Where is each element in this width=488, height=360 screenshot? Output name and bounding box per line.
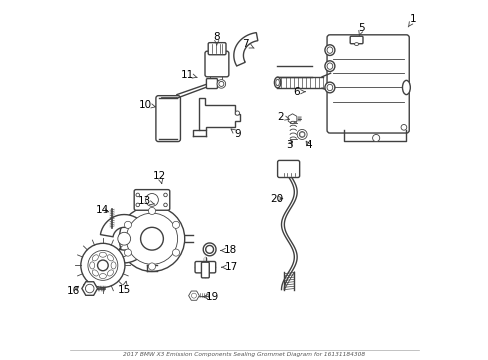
Circle shape	[136, 193, 139, 197]
Text: 19: 19	[203, 292, 219, 302]
Text: 2017 BMW X3 Emission Components Sealing Grommet Diagram for 16131184308: 2017 BMW X3 Emission Components Sealing …	[123, 352, 365, 357]
Ellipse shape	[324, 61, 334, 72]
Ellipse shape	[354, 42, 358, 45]
Ellipse shape	[326, 47, 332, 53]
Text: 11: 11	[181, 70, 197, 80]
FancyBboxPatch shape	[195, 261, 215, 273]
Text: 10: 10	[139, 100, 155, 109]
Circle shape	[124, 249, 131, 256]
Circle shape	[148, 263, 155, 270]
Ellipse shape	[99, 252, 106, 257]
Circle shape	[163, 193, 167, 197]
Circle shape	[124, 221, 131, 228]
Circle shape	[141, 227, 163, 250]
Ellipse shape	[107, 270, 113, 276]
Circle shape	[172, 249, 179, 256]
Ellipse shape	[111, 262, 116, 269]
Text: 3: 3	[286, 140, 292, 150]
Text: 13: 13	[138, 196, 154, 206]
Ellipse shape	[99, 274, 106, 279]
Text: 9: 9	[230, 129, 241, 139]
FancyBboxPatch shape	[204, 51, 228, 77]
Circle shape	[126, 213, 177, 264]
Circle shape	[235, 111, 239, 115]
Text: 7: 7	[242, 39, 254, 49]
Circle shape	[148, 207, 155, 215]
Circle shape	[85, 284, 94, 293]
Text: 4: 4	[305, 140, 311, 150]
Circle shape	[119, 206, 184, 271]
Text: 14: 14	[96, 205, 109, 215]
Ellipse shape	[275, 79, 279, 86]
Circle shape	[81, 243, 125, 288]
Ellipse shape	[89, 262, 95, 269]
FancyBboxPatch shape	[326, 35, 408, 133]
Ellipse shape	[92, 255, 98, 261]
FancyBboxPatch shape	[156, 96, 180, 141]
Polygon shape	[233, 33, 257, 66]
Ellipse shape	[402, 80, 409, 95]
Circle shape	[372, 134, 379, 141]
Text: 17: 17	[221, 262, 237, 272]
Polygon shape	[199, 98, 240, 130]
FancyBboxPatch shape	[206, 78, 217, 89]
Circle shape	[136, 203, 139, 207]
Circle shape	[145, 194, 158, 206]
Text: 8: 8	[213, 32, 220, 45]
Text: 1: 1	[407, 14, 416, 27]
FancyBboxPatch shape	[134, 190, 169, 210]
Ellipse shape	[107, 255, 113, 261]
Text: 2: 2	[276, 112, 289, 122]
FancyBboxPatch shape	[208, 42, 225, 55]
Ellipse shape	[326, 84, 332, 91]
Circle shape	[400, 125, 406, 130]
Circle shape	[172, 221, 179, 228]
Text: 5: 5	[358, 23, 365, 36]
Circle shape	[97, 260, 108, 271]
FancyBboxPatch shape	[349, 36, 362, 44]
Circle shape	[118, 232, 130, 245]
Ellipse shape	[324, 82, 334, 93]
Text: 18: 18	[220, 246, 236, 256]
Text: 12: 12	[153, 171, 166, 184]
Circle shape	[163, 203, 167, 207]
Text: 20: 20	[270, 194, 283, 203]
Circle shape	[88, 251, 118, 280]
Polygon shape	[100, 215, 148, 263]
Text: 6: 6	[292, 87, 305, 97]
Text: 15: 15	[117, 281, 131, 294]
Ellipse shape	[92, 270, 98, 276]
Ellipse shape	[326, 63, 332, 69]
FancyBboxPatch shape	[277, 161, 299, 177]
Ellipse shape	[274, 77, 280, 88]
Ellipse shape	[324, 45, 334, 55]
Circle shape	[191, 293, 196, 298]
Text: 16: 16	[66, 286, 80, 296]
FancyBboxPatch shape	[201, 262, 209, 278]
